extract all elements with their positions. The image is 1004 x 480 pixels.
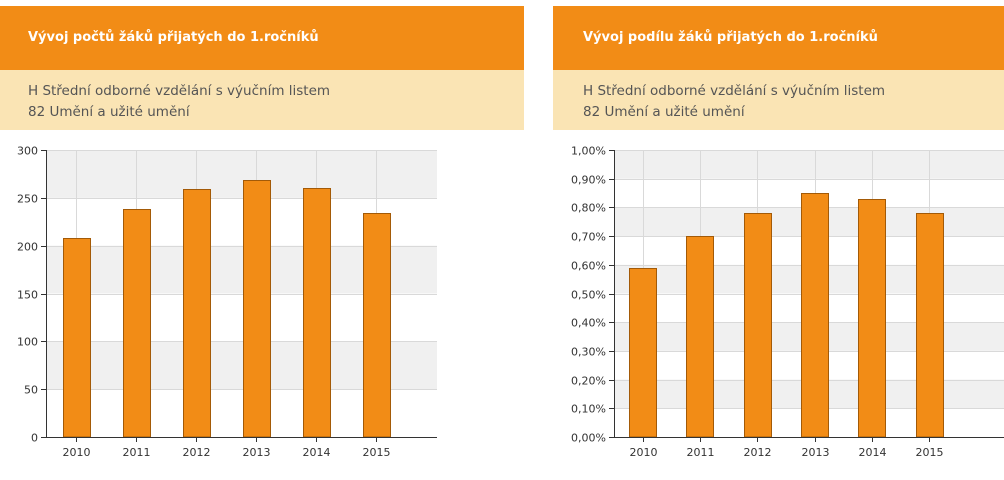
right-x-tick-label: 2015 <box>916 446 944 459</box>
left-panel: Vývoj počtů žáků přijatých do 1.ročníků … <box>0 6 524 130</box>
left-x-tick-label: 2014 <box>303 446 331 459</box>
left-chart-title: Vývoj počtů žáků přijatých do 1.ročníků <box>0 6 524 70</box>
left-y-tick-label: 250 <box>17 193 38 206</box>
right-y-tick-label: 0,70% <box>571 231 606 244</box>
left-grid-band <box>46 150 437 198</box>
right-bar-2010 <box>629 268 657 438</box>
right-subtitle-line-1: H Střední odborné vzdělání s výučním lis… <box>583 83 886 99</box>
right-y-tick-label: 0,90% <box>571 174 606 187</box>
left-x-tick-label: 2010 <box>63 446 91 459</box>
left-x-tick-label: 2011 <box>123 446 151 459</box>
left-y-tick-label: 100 <box>17 336 38 349</box>
right-y-tick-label: 0,50% <box>571 289 606 302</box>
left-y-tick-label: 50 <box>24 384 38 397</box>
right-grid-band <box>614 150 1004 179</box>
right-y-tick-label: 1,00% <box>571 145 606 158</box>
left-y-tick-label: 300 <box>17 145 38 158</box>
left-x-tick-label: 2013 <box>243 446 271 459</box>
left-y-tick-label: 200 <box>17 241 38 254</box>
left-y-tick-label: 150 <box>17 289 38 302</box>
right-bar-chart: 0,00% 0,10% 0,20% 0,30% 0,40% 0,50% 0,60% 0,70%… <box>571 145 1004 459</box>
right-y-tick-label: 0,60% <box>571 260 606 273</box>
left-subtitle-line-1: H Střední odborné vzdělání s výučním lis… <box>28 83 331 99</box>
right-y-tick-label: 0,80% <box>571 202 606 215</box>
left-x-tick-label: 2015 <box>363 446 391 459</box>
right-bar-2011 <box>686 236 714 438</box>
right-x-tick-label: 2014 <box>859 446 887 459</box>
right-x-tick-label: 2011 <box>687 446 715 459</box>
right-x-tick-label: 2012 <box>744 446 772 459</box>
right-y-tick-label: 0,40% <box>571 317 606 330</box>
left-bar-2012 <box>183 189 211 438</box>
right-bar-2013 <box>801 193 829 438</box>
right-y-tick-label: 0,30% <box>571 346 606 359</box>
left-y-tick-label: 0 <box>31 432 38 445</box>
left-x-tick-label: 2012 <box>183 446 211 459</box>
left-bar-2013 <box>243 180 271 438</box>
right-subtitle-line-2: 82 Umění a užité umění <box>583 104 745 120</box>
right-bar-2014 <box>858 199 886 438</box>
right-x-tick-label: 2013 <box>802 446 830 459</box>
left-bar-chart: 0 50 100 150 200 250 300 2010 2011 2012 2013 2014 20… <box>17 145 437 459</box>
left-bar-2010 <box>63 238 91 438</box>
left-bar-2014 <box>303 188 331 438</box>
right-y-tick-label: 0,10% <box>571 403 606 416</box>
right-bar-2015 <box>916 213 944 438</box>
right-y-tick-label: 0,00% <box>571 432 606 445</box>
right-chart-subtitle: H Střední odborné vzdělání s výučním lis… <box>553 70 1004 130</box>
left-subtitle-line-2: 82 Umění a užité umění <box>28 104 190 120</box>
left-chart-subtitle: H Střední odborné vzdělání s výučním lis… <box>0 70 524 130</box>
right-panel: Vývoj podílu žáků přijatých do 1.ročníků… <box>553 6 1004 130</box>
left-bar-2015 <box>363 213 391 438</box>
right-x-tick-label: 2010 <box>630 446 658 459</box>
right-chart-title: Vývoj podílu žáků přijatých do 1.ročníků <box>553 6 1004 70</box>
right-y-tick-label: 0,20% <box>571 375 606 388</box>
left-bar-2011 <box>123 209 151 438</box>
right-bar-2012 <box>744 213 772 438</box>
